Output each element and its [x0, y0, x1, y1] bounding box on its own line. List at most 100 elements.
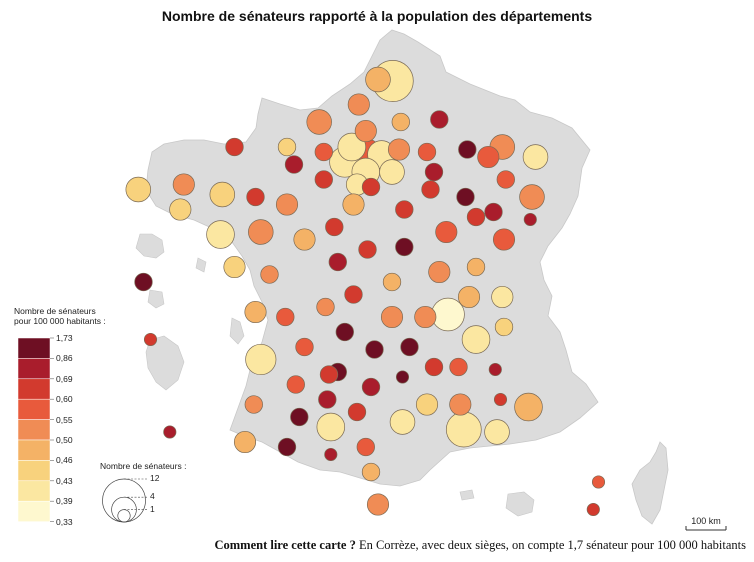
- color-legend-title-line1: Nombre de sénateurs: [14, 306, 96, 316]
- department-circle: [260, 265, 279, 284]
- department-circle: [324, 447, 338, 462]
- department-circle: [169, 198, 192, 221]
- color-legend-title: Nombre de sénateurs pour 100 000 habitan…: [14, 306, 124, 326]
- department-circle: [449, 393, 472, 416]
- department-circle: [522, 144, 549, 170]
- department-circle: [233, 430, 257, 454]
- small-island-shape: [459, 489, 475, 501]
- color-legend-swatch: [17, 337, 51, 359]
- department-circle: [456, 187, 475, 207]
- department-circle: [431, 297, 465, 332]
- size-legend-circle: [102, 478, 146, 523]
- department-circle: [430, 110, 449, 129]
- size-legend-tick: 1: [150, 503, 155, 514]
- color-legend-swatch: [17, 439, 51, 461]
- department-circle: [382, 272, 402, 292]
- department-circle: [365, 340, 384, 359]
- color-legend-tick: 0,33: [56, 516, 73, 527]
- department-circle: [415, 393, 439, 416]
- size-legend: [102, 478, 148, 523]
- department-circle: [449, 357, 468, 377]
- oleron-island-shape: [229, 317, 245, 345]
- color-legend-swatch: [17, 358, 51, 380]
- size-legend-circle: [117, 509, 131, 523]
- department-circle: [586, 502, 600, 517]
- department-circle: [379, 159, 405, 185]
- department-circle: [435, 220, 458, 244]
- color-legend-tick: 0,39: [56, 496, 73, 507]
- department-circle: [290, 407, 309, 427]
- department-circle: [361, 377, 381, 397]
- department-circle: [358, 240, 377, 259]
- department-circle: [246, 187, 265, 207]
- department-circle: [316, 297, 335, 317]
- department-circle: [306, 109, 332, 135]
- color-legend-tick: 0,46: [56, 455, 73, 466]
- department-circle: [134, 272, 153, 292]
- noirmoutier-island-shape: [195, 257, 207, 273]
- department-circle: [424, 162, 444, 182]
- map-title: Nombre de sénateurs rapporté à la popula…: [161, 8, 593, 24]
- department-circle: [493, 392, 508, 407]
- department-circle: [316, 412, 346, 442]
- scale-bar-label: 100 km: [691, 516, 721, 526]
- department-circle: [414, 305, 437, 329]
- department-circle: [496, 170, 515, 189]
- color-legend-tick: 0,55: [56, 414, 73, 425]
- department-circle: [519, 184, 545, 210]
- department-circle: [466, 207, 486, 227]
- department-circle: [225, 137, 244, 157]
- department-circle: [248, 219, 274, 245]
- size-legend-title: Nombre de sénateurs :: [100, 461, 187, 471]
- department-circle: [206, 220, 235, 249]
- guyane-inset-shape: [145, 335, 185, 391]
- color-legend-tick: 0,43: [56, 475, 73, 486]
- color-legend-swatch: [17, 480, 51, 502]
- size-legend-tick: 4: [150, 491, 155, 502]
- department-circle: [172, 173, 195, 196]
- department-circle: [277, 137, 297, 157]
- department-circle: [163, 425, 177, 439]
- color-legend: [17, 337, 54, 522]
- department-circle: [319, 365, 339, 384]
- footnote-lead: Comment lire cette carte ?: [214, 538, 356, 552]
- department-circle: [295, 337, 314, 357]
- department-circle: [244, 300, 267, 324]
- department-circle: [365, 66, 391, 93]
- department-circle: [391, 112, 410, 132]
- department-circle: [347, 402, 367, 422]
- department-circle: [421, 180, 440, 199]
- color-legend-swatch: [17, 460, 51, 482]
- footnote-text: En Corrèze, avec deux sièges, on compte …: [358, 538, 746, 552]
- department-circle: [209, 181, 236, 208]
- department-circle: [286, 375, 305, 394]
- department-circle: [417, 142, 437, 162]
- department-circle: [347, 93, 370, 116]
- department-circle: [293, 228, 316, 251]
- department-circle: [428, 260, 451, 284]
- color-legend-swatch: [17, 500, 51, 522]
- corsica-shape: [631, 441, 669, 525]
- color-legend-tick: 0,69: [56, 373, 73, 384]
- color-legend-swatch: [17, 419, 51, 441]
- department-circle: [395, 370, 410, 384]
- department-circle: [591, 475, 606, 489]
- department-circle: [380, 305, 404, 329]
- size-legend-tick: 12: [150, 473, 160, 484]
- martinique-inset-shape: [505, 491, 535, 517]
- department-circle: [344, 285, 363, 304]
- color-legend-swatch: [17, 378, 51, 400]
- department-circle: [337, 132, 367, 162]
- footnote: Comment lire cette carte ? En Corrèze, a…: [214, 538, 746, 553]
- department-circle: [361, 177, 381, 197]
- circles-layer: [125, 60, 606, 517]
- department-circle: [484, 419, 510, 445]
- department-circle: [244, 395, 263, 414]
- scale-bar: [685, 526, 727, 531]
- department-circle: [143, 332, 158, 347]
- department-circle: [276, 307, 295, 327]
- department-circle: [492, 228, 516, 251]
- department-circle: [395, 237, 414, 257]
- department-circle: [389, 409, 416, 435]
- department-circle: [424, 357, 444, 377]
